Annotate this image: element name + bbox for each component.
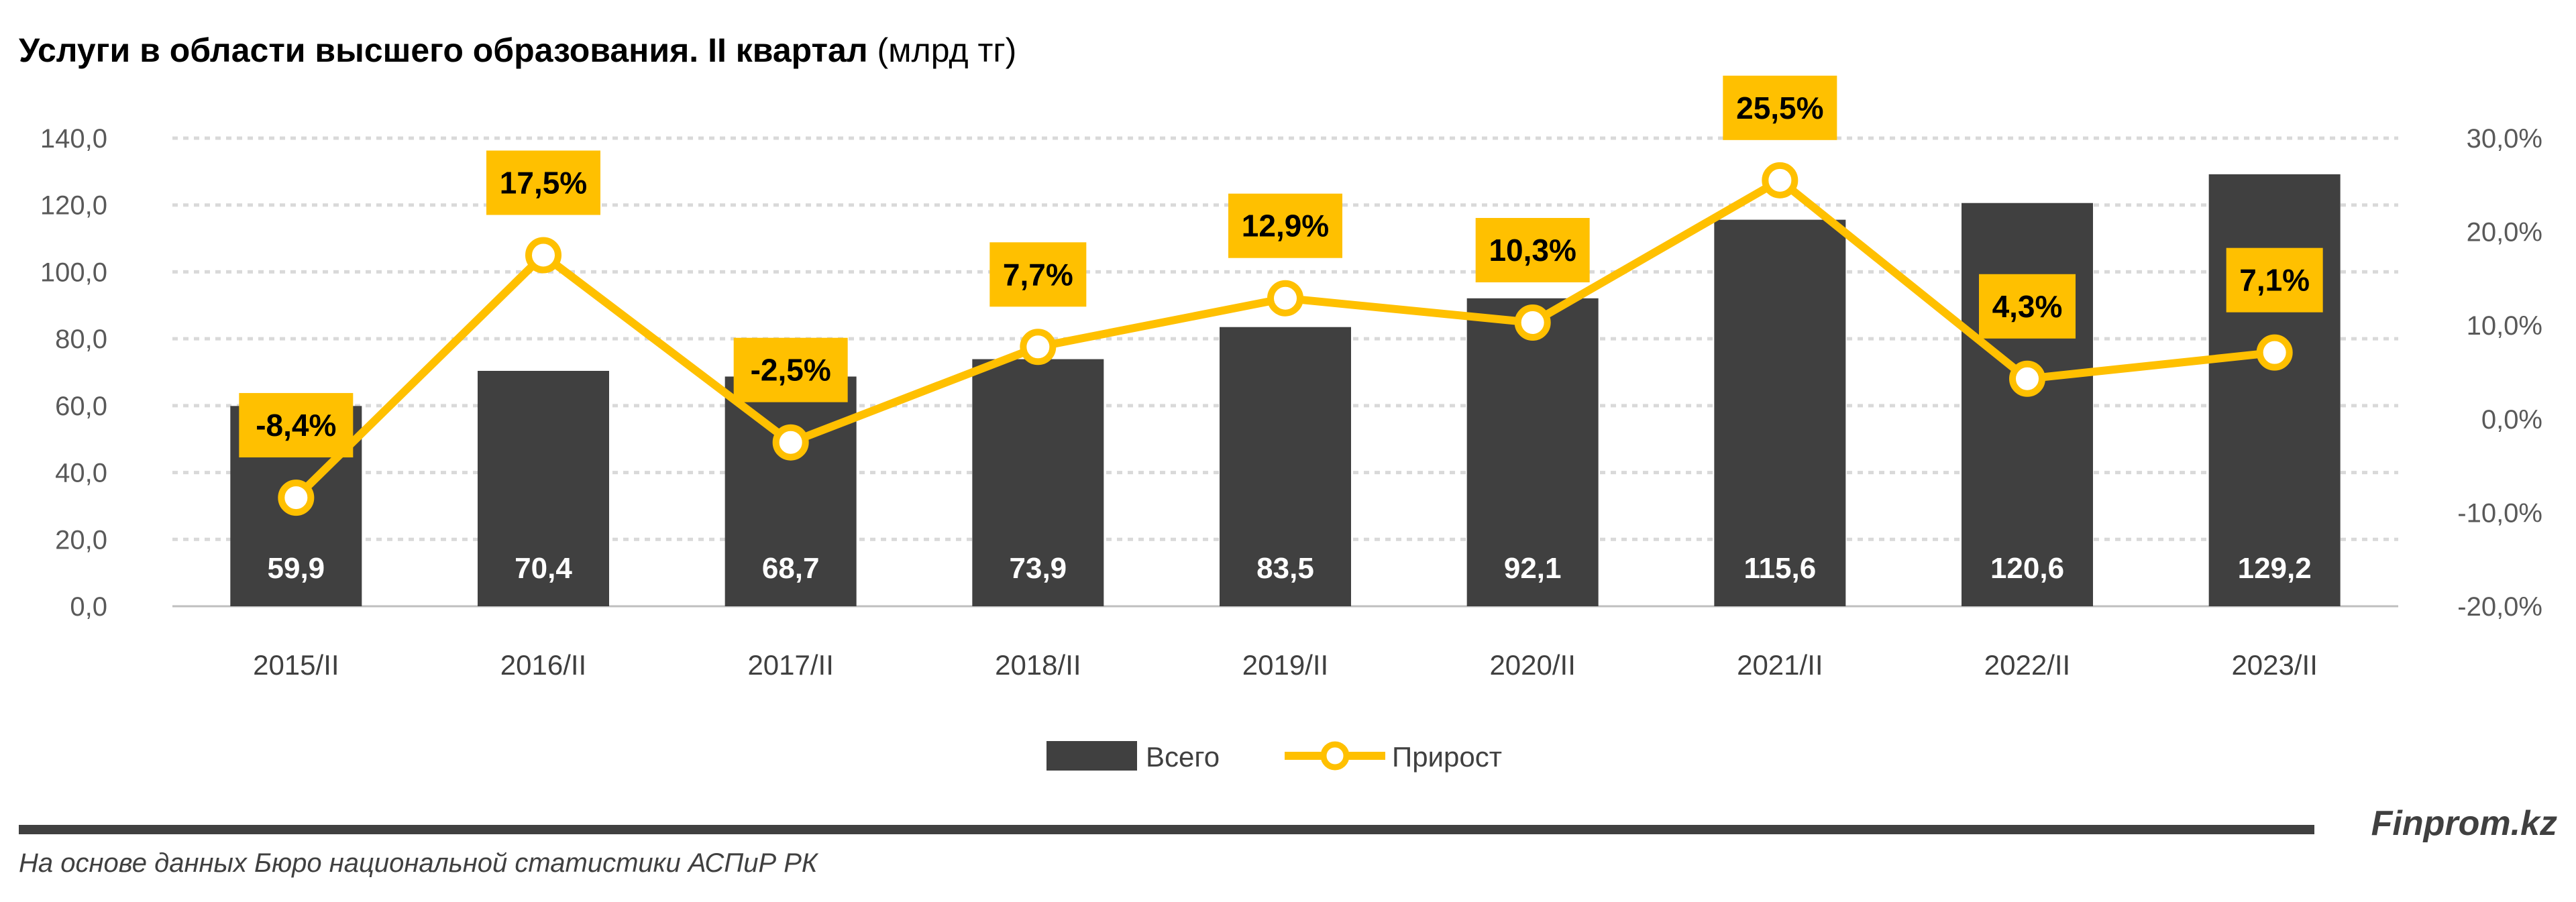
category-label: 2023/II xyxy=(2231,649,2317,681)
category-label: 2015/II xyxy=(253,649,339,681)
legend-label-total: Всего xyxy=(1146,741,1220,773)
bar-value-label: 73,9 xyxy=(1010,552,1067,585)
right-axis-tick-label: 0,0% xyxy=(2481,405,2542,435)
growth-value-label: 10,3% xyxy=(1489,233,1576,268)
growth-label-box xyxy=(1723,75,1837,140)
growth-value-label: -8,4% xyxy=(256,408,336,443)
category-label: 2021/II xyxy=(1737,649,1823,681)
brand-logo: Finprom.kz xyxy=(2371,804,2557,843)
legend-swatch-total xyxy=(1046,741,1137,771)
bar-series: 59,9 70,4 68,7 73,9 83,5 92,1 115,6 120,6 129,2 xyxy=(230,174,2341,606)
right-axis-tick-label: 10,0% xyxy=(2467,311,2542,341)
legend: Всего Прирост xyxy=(1046,741,1502,773)
growth-point xyxy=(2009,360,2045,397)
growth-label-box xyxy=(1475,218,1590,283)
bar-value-label: 68,7 xyxy=(762,552,820,585)
growth-value-label: -2,5% xyxy=(751,353,831,388)
growth-label-box xyxy=(486,150,600,215)
category-label: 2017/II xyxy=(747,649,833,681)
bar xyxy=(1962,203,2093,606)
bar xyxy=(724,376,857,606)
growth-point xyxy=(278,480,315,516)
bar-value-label: 120,6 xyxy=(1990,552,2064,585)
chart-title-unit: (млрд тг) xyxy=(877,32,1017,69)
bar-value-label: 59,9 xyxy=(268,552,325,585)
growth-label-box xyxy=(1979,274,2076,339)
legend-marker-growth xyxy=(1320,741,1350,771)
bar xyxy=(1220,327,1351,606)
growth-label-box xyxy=(989,242,1087,307)
growth-value-label: 17,5% xyxy=(500,166,587,201)
category-label: 2020/II xyxy=(1489,649,1575,681)
right-axis-tick-label: 30,0% xyxy=(2467,124,2542,154)
right-axis-ticks: -20,0% -10,0% 0,0% 10,0% 20,0% 30,0% xyxy=(2457,124,2542,622)
growth-label-box xyxy=(733,337,848,402)
growth-label-box xyxy=(239,393,354,458)
growth-point xyxy=(1020,329,1057,365)
growth-value-label: 4,3% xyxy=(1992,289,2063,324)
left-axis-tick-label: 100,0 xyxy=(40,258,107,287)
left-axis-tick-label: 40,0 xyxy=(55,459,107,488)
growth-value-label: 7,1% xyxy=(2239,263,2310,298)
growth-point xyxy=(1514,304,1551,341)
bar xyxy=(972,359,1104,606)
left-axis-tick-label: 20,0 xyxy=(55,525,107,555)
growth-value-label: 12,9% xyxy=(1242,209,1329,243)
growth-point xyxy=(525,237,561,274)
growth-point xyxy=(2256,334,2293,371)
category-label: 2022/II xyxy=(1984,649,2070,681)
category-label: 2016/II xyxy=(500,649,586,681)
category-labels: 2015/II 2016/II 2017/II 2018/II 2019/II 2020/… xyxy=(253,649,2318,681)
bar-value-label: 92,1 xyxy=(1504,552,1562,585)
left-axis-tick-label: 140,0 xyxy=(40,124,107,154)
growth-value-label: 25,5% xyxy=(1736,91,1823,125)
growth-label-box xyxy=(1228,193,1342,258)
left-axis-tick-label: 80,0 xyxy=(55,325,107,354)
category-label: 2019/II xyxy=(1242,649,1328,681)
bar-value-label: 70,4 xyxy=(515,552,572,585)
right-axis-tick-label: -20,0% xyxy=(2457,592,2542,622)
bar xyxy=(2208,174,2341,606)
growth-point xyxy=(1762,162,1799,199)
right-axis-tick-label: -10,0% xyxy=(2457,498,2542,528)
growth-point xyxy=(772,424,809,461)
left-axis-tick-label: 120,0 xyxy=(40,191,107,221)
source-note: На основе данных Бюро национальной стати… xyxy=(19,848,819,878)
growth-value-label: 7,7% xyxy=(1003,257,1073,292)
line-series: -8,4% 17,5% -2,5% 7,7% 12,9% 10,3% 25,5% 4,3% 7,… xyxy=(239,75,2323,516)
left-axis-tick-label: 60,0 xyxy=(55,392,107,421)
growth-point xyxy=(1267,280,1303,317)
growth-label-box xyxy=(2226,247,2323,313)
chart-title: Услуги в области высшего образования. II… xyxy=(19,32,1016,69)
bar xyxy=(1714,219,1846,606)
category-label: 2018/II xyxy=(995,649,1081,681)
footer-divider xyxy=(19,825,2314,834)
left-axis-ticks: 0,0 20,0 40,0 60,0 80,0 100,0 120,0 140,0 xyxy=(40,124,107,622)
left-axis-tick-label: 0,0 xyxy=(70,592,107,622)
bar-value-label: 115,6 xyxy=(1743,552,1816,585)
bar xyxy=(1466,298,1599,606)
legend-label-growth: Прирост xyxy=(1392,741,1502,773)
right-axis-tick-label: 20,0% xyxy=(2467,218,2542,247)
bar-value-label: 129,2 xyxy=(2238,552,2312,585)
bar-value-label: 83,5 xyxy=(1256,552,1314,585)
bar xyxy=(478,371,609,606)
